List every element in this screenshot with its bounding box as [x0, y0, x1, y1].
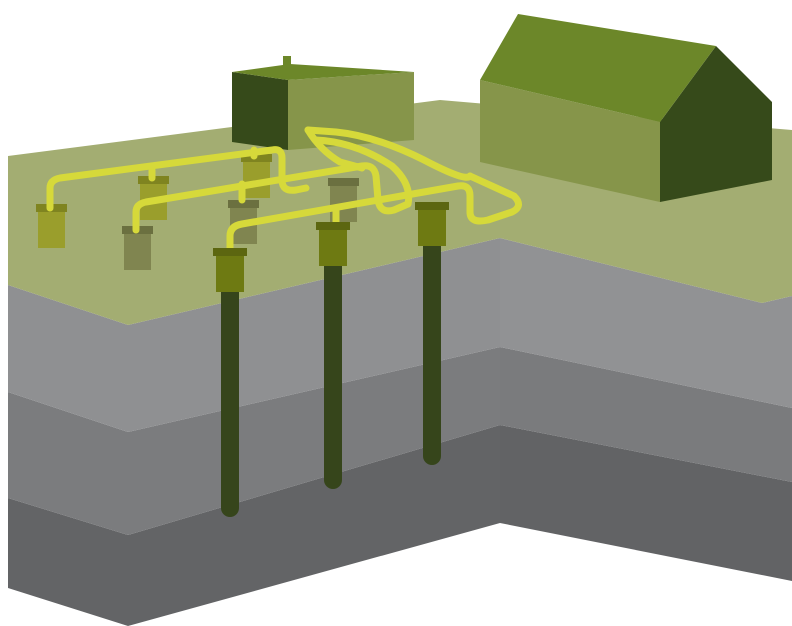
well-2-cap [319, 226, 347, 266]
middle-layer-front [8, 347, 500, 535]
pipe-main-return [304, 126, 366, 172]
vault-3 [241, 154, 272, 198]
house [480, 14, 772, 202]
house-front-wall [480, 80, 660, 202]
pipe-loop-3 [226, 172, 522, 254]
pipe-main-return-2 [312, 136, 413, 208]
utility-shed [232, 56, 414, 150]
upper-layer-right [500, 238, 792, 408]
well-1-cap [216, 252, 244, 292]
well-3-cap [418, 206, 446, 246]
house-roof [480, 14, 716, 122]
pipe-loop-1 [46, 146, 310, 212]
pipe-network [46, 126, 522, 254]
wells [213, 202, 449, 517]
shed-roof [232, 64, 414, 80]
shed-chimney [283, 56, 291, 70]
house-gable-wall [660, 46, 772, 202]
bedrock-layer-front [8, 425, 500, 626]
pipe-main-supply [304, 126, 474, 181]
middle-layer-right [500, 347, 792, 482]
shed-front-face [232, 72, 288, 150]
well-3 [415, 202, 449, 465]
well-2 [316, 222, 350, 489]
well-1 [213, 248, 247, 517]
upper-layer-front [8, 238, 500, 432]
pipe-loop-2 [132, 162, 412, 234]
bedrock-layer-right [500, 425, 792, 581]
shed-side-face [288, 72, 414, 150]
